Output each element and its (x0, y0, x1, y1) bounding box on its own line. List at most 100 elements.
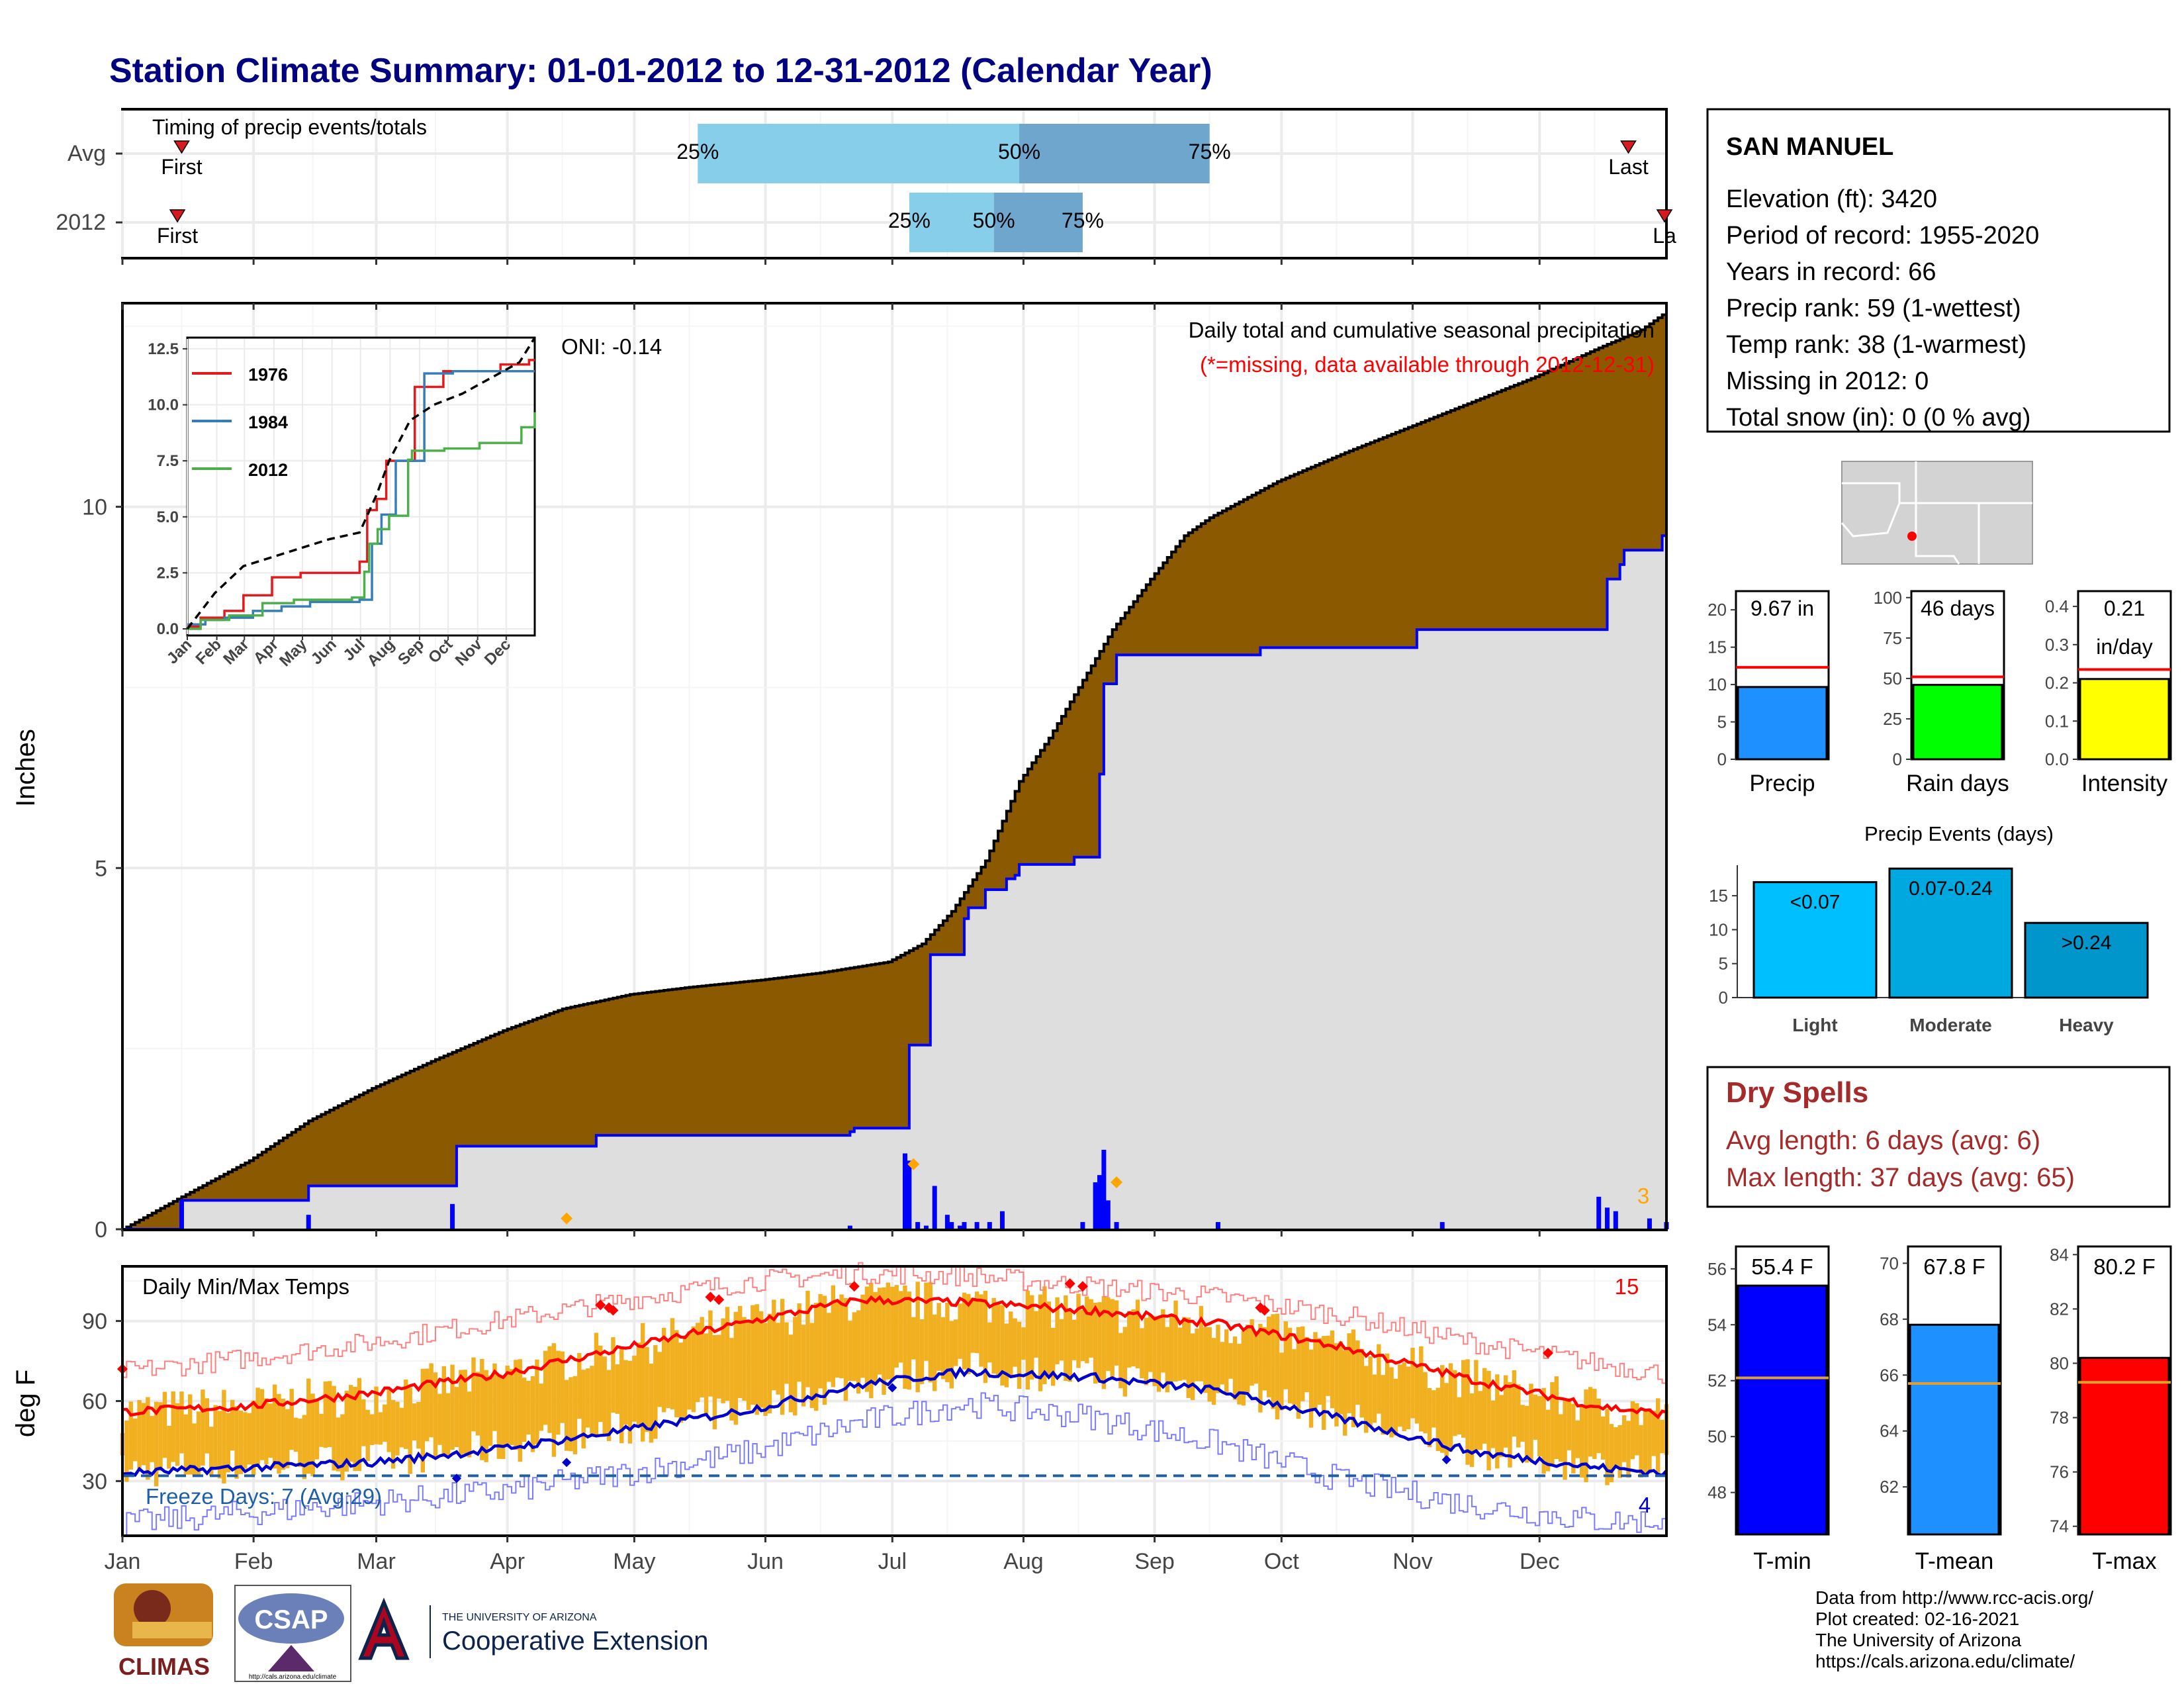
daily-precip-bar (306, 1215, 311, 1229)
daily-temp-bar (480, 1358, 484, 1460)
timing-row-label-2012: 2012 (56, 210, 106, 235)
precip-y-axis-label: Inches (11, 729, 40, 807)
timing-row-label-avg: Avg (68, 141, 106, 166)
timing-marker-label-2012-first: First (157, 224, 198, 248)
daily-temp-bar (1440, 1365, 1445, 1453)
daily-temp-bar (1579, 1405, 1584, 1478)
daily-temp-bar (425, 1368, 430, 1442)
daily-temp-bar (285, 1409, 290, 1468)
daily-temp-bar (1448, 1363, 1453, 1452)
timing-marker-2012-first (169, 209, 186, 223)
daily-precip-bar (987, 1222, 992, 1229)
csap-cloud (238, 1593, 344, 1644)
events-bar-label: >0.24 (2062, 932, 2112, 954)
daily-temp-bar (784, 1322, 789, 1384)
daily-temp-bar (1377, 1344, 1381, 1414)
daily-temp-bar (433, 1372, 438, 1457)
daily-temp-bar (1038, 1294, 1043, 1391)
daily-temp-bar (1330, 1330, 1335, 1409)
daily-temp-bar (788, 1335, 794, 1413)
record-low-count: 4 (1639, 1493, 1651, 1517)
daily-temp-bar (1541, 1387, 1546, 1474)
daily-temp-bar (729, 1338, 734, 1421)
intensity-value-label: 0.21 (2104, 596, 2145, 620)
daily-temp-bar (590, 1366, 594, 1435)
daily-temp-bar (205, 1398, 210, 1454)
inset-y-tick-label: 10.0 (148, 397, 179, 414)
tmean-y-tick-label: 62 (1880, 1477, 1899, 1497)
intensity-value-unit: in/day (2096, 635, 2152, 659)
daily-temp-bar (780, 1299, 785, 1415)
csap-url: http://cals.arizona.edu/climate (249, 1673, 337, 1681)
intensity-value-bar (2079, 678, 2170, 761)
station-years: Years in record: 66 (1726, 258, 1936, 286)
daily-temp-bar (700, 1317, 704, 1398)
daily-temp-bar (1271, 1314, 1275, 1409)
daily-temp-bar (390, 1399, 396, 1469)
tmean-axis-label: T-mean (1915, 1548, 1994, 1574)
timing-marker-avg-last (1620, 140, 1637, 154)
daily-temp-bar (1520, 1405, 1525, 1442)
climas-wordmark: CLIMAS (118, 1653, 210, 1680)
average-tmin-line (122, 1366, 1668, 1477)
events-y-tick-label: 10 (1709, 919, 1728, 939)
daily-temp-bar (387, 1387, 391, 1452)
raindays-value-bar (1912, 684, 2003, 761)
daily-precip-bar (1596, 1196, 1602, 1229)
daily-precip-bar (907, 1160, 912, 1229)
daily-temp-bar (1275, 1313, 1280, 1420)
daily-temp-bar (754, 1304, 759, 1415)
daily-temp-bar (645, 1346, 649, 1432)
daily-temp-bar (1414, 1367, 1420, 1424)
tmin-y-tick-label: 54 (1707, 1315, 1727, 1335)
daily-temp-bar (192, 1423, 197, 1476)
daily-temp-bar (1567, 1398, 1572, 1450)
month-label: Apr (490, 1549, 525, 1574)
daily-temp-bar (1486, 1370, 1491, 1471)
dry-spells-title: Dry Spells (1726, 1076, 1868, 1109)
daily-temp-bar (505, 1366, 510, 1446)
daily-temp-bar (860, 1294, 865, 1378)
record-high-marker (1259, 1305, 1270, 1316)
daily-temp-bar (962, 1292, 967, 1370)
oni-label: ONI: -0.14 (561, 334, 662, 359)
daily-temp-bar (1499, 1395, 1504, 1458)
daily-temp-bar (767, 1313, 772, 1414)
daily-precip-bar (1114, 1222, 1119, 1229)
csap-mountain (268, 1645, 314, 1671)
daily-temp-bar (399, 1407, 404, 1448)
timing-marker-2012-last (1656, 209, 1673, 223)
inset-line-1984 (187, 370, 535, 626)
daily-temp-bar (272, 1384, 277, 1469)
daily-temp-bar (268, 1403, 273, 1458)
daily-temp-bar (1250, 1319, 1254, 1386)
daily-temp-bar (1021, 1327, 1026, 1360)
inset-y-tick-label: 2.5 (157, 564, 179, 582)
daily-temp-bar (877, 1288, 882, 1375)
daily-temp-bar (763, 1323, 768, 1417)
daily-temp-bar (374, 1386, 379, 1444)
daily-temp-bar (201, 1389, 205, 1466)
map-frame (1841, 461, 2033, 565)
daily-temp-bar (255, 1387, 260, 1468)
station-name: SAN MANUEL (1726, 133, 1893, 161)
daily-temp-bar (1550, 1382, 1555, 1466)
daily-temp-bar (1182, 1317, 1187, 1380)
daily-temp-bar (1220, 1342, 1225, 1385)
daily-temp-bar (1406, 1366, 1411, 1430)
timing-marker-label-avg-first: First (161, 155, 202, 179)
daily-temp-bar (1423, 1372, 1428, 1434)
month-label: May (613, 1549, 655, 1574)
timing-panel: Timing of precip events/totals Avg 2012 … (56, 108, 1676, 265)
daily-temp-bar (179, 1391, 184, 1454)
daily-temp-bar (1110, 1299, 1115, 1379)
precip-value-bar (1737, 686, 1828, 761)
csap-logo: CSAP http://cals.arizona.edu/climate (234, 1585, 351, 1682)
daily-temp-bar (1343, 1350, 1347, 1436)
daily-temp-bar (1283, 1321, 1288, 1389)
daily-precip-bar (962, 1222, 967, 1229)
daily-temp-bar (310, 1393, 315, 1477)
daily-temp-bar (1122, 1327, 1128, 1397)
daily-temp-bar (137, 1400, 142, 1469)
